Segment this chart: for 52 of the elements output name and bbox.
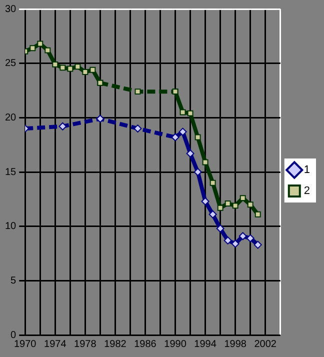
point: [231, 240, 240, 248]
point: [44, 47, 51, 54]
point: [201, 197, 210, 206]
point: [37, 40, 44, 47]
point: [96, 114, 104, 123]
point: [224, 236, 232, 244]
x-tick-label: 1970: [14, 338, 37, 350]
point: [180, 109, 186, 116]
point: [82, 69, 88, 75]
point: [134, 88, 141, 95]
point: [30, 45, 36, 52]
point: [202, 159, 208, 166]
legend-label: 1: [304, 164, 310, 176]
y-tick-label: 20: [5, 112, 17, 124]
point: [187, 110, 194, 116]
point: [52, 61, 58, 68]
point: [224, 200, 231, 206]
point: [90, 66, 96, 73]
legend-label: 2: [304, 185, 310, 198]
point: [67, 66, 74, 72]
y-tick-label: 30: [5, 4, 17, 15]
point: [254, 211, 261, 218]
point: [186, 150, 194, 158]
x-tick-label: 1978: [74, 338, 97, 350]
point: [208, 210, 217, 218]
y-tick-label: 15: [5, 166, 17, 178]
point: [216, 224, 224, 233]
x-tick-label: 1974: [44, 338, 67, 350]
point: [238, 232, 247, 240]
y-tick-label: 0: [10, 330, 17, 341]
point: [60, 64, 66, 71]
x-tick-label: 1994: [194, 338, 217, 350]
x-tick-label: 1986: [134, 338, 157, 350]
point: [74, 64, 81, 70]
point: [194, 168, 202, 176]
point: [134, 124, 142, 133]
point: [210, 180, 216, 186]
point: [58, 122, 67, 130]
y-tick-label: 5: [10, 275, 17, 286]
x-tick-label: 1982: [104, 338, 127, 350]
point: [254, 240, 262, 249]
x-tick-label: 1998: [224, 338, 247, 350]
y-tick-label: 25: [5, 58, 17, 70]
point: [232, 202, 238, 209]
point: [217, 204, 224, 211]
x-tick-label: 1990: [164, 338, 187, 350]
x-tick-label: 2002: [254, 338, 277, 350]
point: [247, 202, 254, 208]
point: [178, 128, 187, 136]
y-tick-label: 10: [5, 221, 17, 232]
point: [240, 195, 246, 202]
point: [194, 134, 201, 140]
